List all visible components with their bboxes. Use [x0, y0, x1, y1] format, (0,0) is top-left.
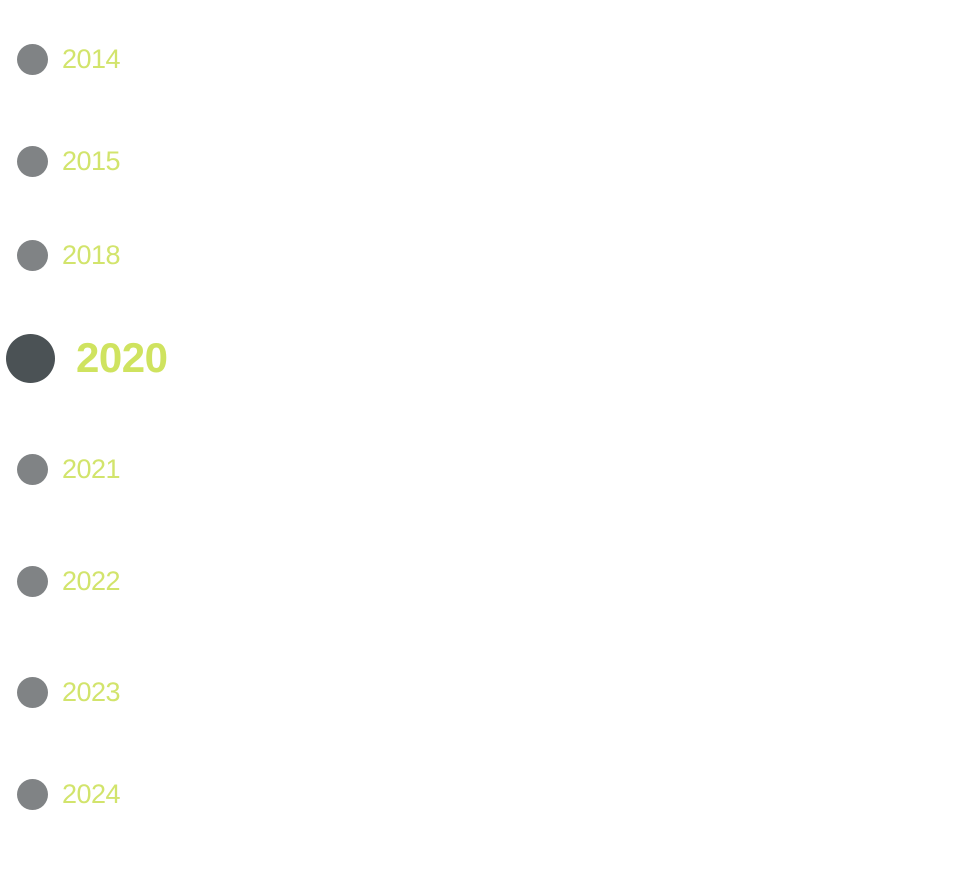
timeline-dot: [6, 333, 55, 383]
timeline-dot: [17, 565, 48, 597]
timeline-dot: [17, 239, 48, 271]
year-label: 2023: [62, 676, 121, 707]
year-label: 2020: [76, 334, 168, 381]
timeline-dot: [17, 145, 48, 177]
timeline-dot: [17, 778, 48, 810]
year-label: 2014: [62, 43, 121, 74]
timeline-dot: [17, 676, 48, 708]
year-label: 2018: [62, 239, 121, 270]
year-label: 2015: [62, 145, 121, 176]
timeline-dot: [17, 43, 48, 75]
year-label: 2021: [62, 453, 121, 484]
timeline-dot: [17, 453, 48, 485]
year-label: 2024: [62, 778, 121, 809]
year-label: 2022: [62, 565, 121, 596]
